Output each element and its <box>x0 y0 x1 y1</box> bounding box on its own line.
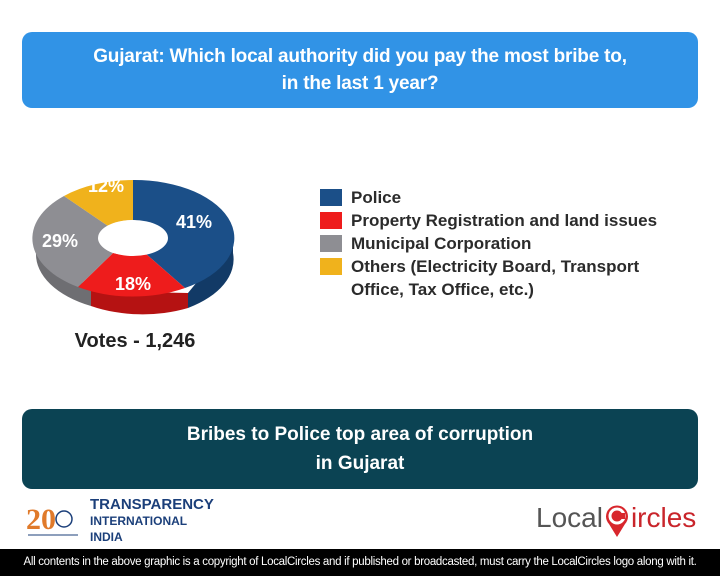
ti-line1: TRANSPARENCY <box>90 496 214 513</box>
summary-banner: Bribes to Police top area of corruption … <box>22 409 698 489</box>
ti-20-years-icon: 20 <box>22 501 82 541</box>
svg-text:20: 20 <box>26 503 56 536</box>
votes-count: Votes - 1,246 <box>74 330 196 352</box>
legend-swatch <box>320 258 342 275</box>
label-police: 41% <box>176 212 212 232</box>
donut-chart: 41% 18% 29% 12% <box>28 158 238 328</box>
label-others: 12% <box>88 176 124 196</box>
legend-item-municipal: Municipal Corporation <box>320 232 691 255</box>
summary-line1: Bribes to Police top area of corruption <box>186 424 534 445</box>
label-property: 18% <box>115 274 151 294</box>
map-pin-icon <box>604 504 630 538</box>
legend-label: Police <box>351 188 402 207</box>
transparency-international-logo: 20 TRANSPARENCY INTERNATIONAL INDIA <box>22 496 214 545</box>
slice-others <box>64 180 133 226</box>
legend-label: Property Registration and land issues <box>351 211 658 230</box>
legend-swatch <box>320 235 342 252</box>
slice-property <box>78 253 185 297</box>
legend-swatch <box>320 212 342 229</box>
legend-item-police: Police <box>320 186 691 209</box>
donut-hole <box>98 220 168 256</box>
copyright-footer: All contents in the above graphic is a c… <box>0 549 720 576</box>
question-title-banner: Gujarat: Which local authority did you p… <box>22 32 698 108</box>
question-title-line2: in the last 1 year? <box>281 73 439 94</box>
localcircles-logo: Local ircles <box>536 496 696 540</box>
legend-swatch <box>320 189 342 206</box>
legend-label: Others (Electricity Board, Transport Off… <box>351 257 640 299</box>
legend-item-others: Others (Electricity Board, Transport Off… <box>320 255 691 301</box>
slice-police-side <box>185 286 188 288</box>
label-municipal: 29% <box>42 231 78 251</box>
lc-local-text: Local <box>536 502 603 533</box>
legend-label: Municipal Corporation <box>351 234 532 253</box>
donut-slices <box>32 179 235 297</box>
question-title-line1: Gujarat: Which local authority did you p… <box>93 46 627 67</box>
ti-line2: INTERNATIONAL INDIA <box>90 514 187 544</box>
summary-line2: in Gujarat <box>315 453 405 474</box>
lc-circles-text: ircles <box>630 502 697 533</box>
slice-municipal <box>32 196 113 287</box>
legend-item-property: Property Registration and land issues <box>320 209 691 232</box>
chart-legend: Police Property Registration and land is… <box>320 186 691 301</box>
donut-chart-svg: 41% 18% 29% 12% <box>32 176 235 315</box>
slice-police <box>133 179 235 288</box>
